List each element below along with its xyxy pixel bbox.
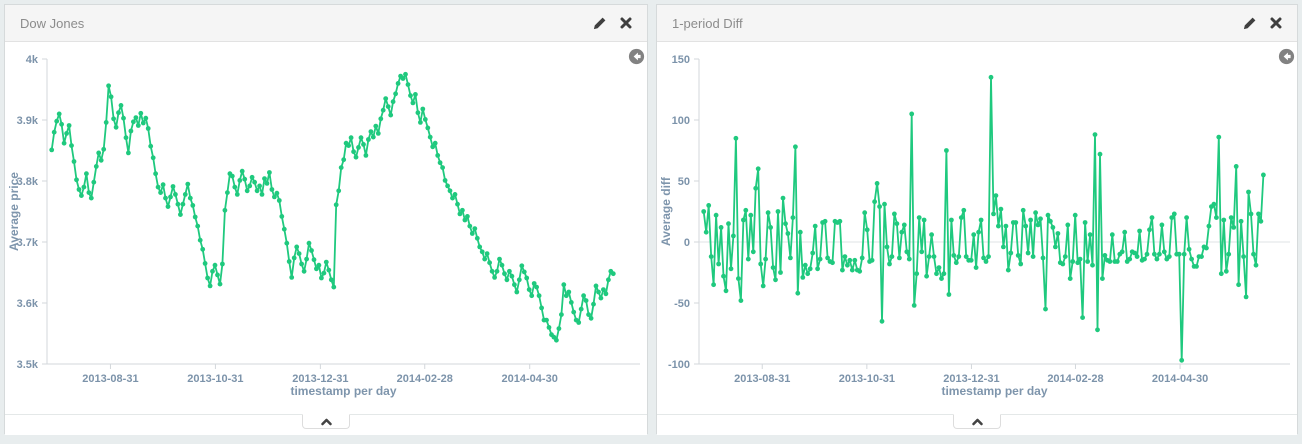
chart-area: 150 100 50 0 -50 -100 2013-08-31 2013-10-31 2013… (657, 42, 1297, 414)
svg-text:2013-08-31: 2013-08-31 (734, 373, 790, 382)
dow-jones-chart[interactable]: 4k 3.9k 3.8k 3.7k 3.6k 3.5k 2013-08-31 2013-10-… (5, 42, 647, 382)
close-icon[interactable] (1270, 17, 1282, 29)
svg-text:3.9k: 3.9k (17, 115, 39, 127)
svg-text:2013-12-31: 2013-12-31 (292, 373, 348, 382)
panel-header-icons (1242, 16, 1297, 31)
panel-footer (5, 414, 647, 435)
axes (46, 59, 640, 365)
panel-dow-jones: Dow Jones 4k 3.9k 3.8k 3.7k 3.6k 3.5k 2013-08-… (4, 4, 648, 435)
svg-text:-100: -100 (668, 359, 690, 371)
svg-text:2014-04-30: 2014-04-30 (502, 373, 558, 382)
svg-text:2014-02-28: 2014-02-28 (397, 373, 453, 382)
svg-text:0: 0 (684, 237, 690, 249)
svg-text:2014-04-30: 2014-04-30 (1152, 373, 1208, 382)
svg-text:150: 150 (672, 54, 690, 66)
pencil-icon[interactable] (1242, 16, 1257, 31)
y-axis-ticks: 150 100 50 0 -50 -100 (668, 54, 699, 371)
x-axis-title: timestamp per day (290, 384, 397, 398)
svg-text:2013-10-31: 2013-10-31 (187, 373, 243, 382)
x-axis-ticks: 2013-08-31 2013-10-31 2013-12-31 2014-02-28… (82, 364, 558, 382)
pencil-icon[interactable] (592, 16, 607, 31)
svg-text:2013-08-31: 2013-08-31 (82, 373, 138, 382)
panel-title: Dow Jones (20, 15, 85, 31)
svg-text:3.7k: 3.7k (17, 237, 39, 249)
svg-text:4k: 4k (26, 54, 39, 66)
circle-arrow-left-icon[interactable] (1278, 48, 1295, 70)
series-line (702, 76, 1265, 362)
x-axis-ticks: 2013-08-31 2013-10-31 2013-12-31 2014-02-28… (734, 364, 1208, 382)
svg-text:2013-12-31: 2013-12-31 (943, 373, 999, 382)
svg-text:2014-02-28: 2014-02-28 (1047, 373, 1103, 382)
y-axis-title: Average price (7, 172, 21, 251)
svg-text:50: 50 (678, 176, 690, 188)
chevron-up-icon (320, 413, 333, 431)
y-axis-title: Average diff (659, 177, 673, 246)
svg-text:3.8k: 3.8k (17, 176, 39, 188)
chevron-up-icon (971, 413, 984, 431)
close-icon[interactable] (620, 17, 632, 29)
svg-text:3.5k: 3.5k (17, 359, 39, 371)
series-points (701, 74, 1266, 363)
panel-header-icons (592, 16, 647, 31)
circle-arrow-left-icon[interactable] (628, 48, 645, 70)
chart-area: 4k 3.9k 3.8k 3.7k 3.6k 3.5k 2013-08-31 2013-10-… (5, 42, 647, 414)
panel-header: 1-period Diff (657, 5, 1297, 42)
collapse-row-button[interactable] (302, 414, 350, 429)
panel-footer (657, 414, 1297, 435)
svg-text:2013-10-31: 2013-10-31 (839, 373, 895, 382)
collapse-row-button[interactable] (953, 414, 1001, 429)
svg-text:100: 100 (672, 115, 690, 127)
axes (698, 59, 1290, 365)
panel-header: Dow Jones (5, 5, 647, 42)
panel-1-period-diff: 1-period Diff 150 100 50 0 -50 -100 2013-08-31… (656, 4, 1298, 435)
series-line (50, 73, 614, 342)
panel-title: 1-period Diff (672, 15, 743, 31)
svg-text:3.6k: 3.6k (17, 298, 39, 310)
x-axis-title: timestamp per day (941, 384, 1048, 398)
series-points (49, 71, 616, 343)
y-axis-ticks: 4k 3.9k 3.8k 3.7k 3.6k 3.5k (17, 54, 47, 371)
svg-text:-50: -50 (674, 298, 690, 310)
